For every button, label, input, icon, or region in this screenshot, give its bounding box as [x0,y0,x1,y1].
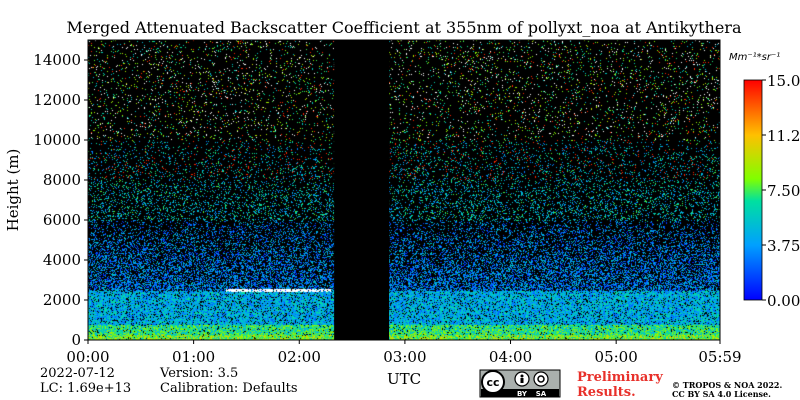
colorbar-gradient [743,79,763,301]
colorbar: Mm⁻¹*sr⁻¹ 0.00 3.75 7.50 11.25 15.00 [729,52,800,310]
x-tick-label: 01:00 [172,348,215,366]
colorbar-unit: Mm⁻¹*sr⁻¹ [729,52,780,63]
y-axis: 0 2000 4000 6000 8000 10000 12000 14000 [33,51,88,349]
cc-license-logo: cc BY SA [479,369,561,398]
copyright-line1: © TROPOS & NOA 2022. [672,380,782,390]
x-axis: 00:00 01:00 02:00 03:00 04:00 05:00 05:59 [66,340,742,366]
plot-area [87,39,721,341]
colorbar-tick-label: 3.75 [767,237,800,255]
no-data-gap [334,40,390,340]
y-tick-label: 8000 [43,171,81,189]
x-axis-label: UTC [387,370,421,388]
y-tick-label: 12000 [33,91,81,109]
x-tick-label: 03:00 [383,348,426,366]
preliminary-line2: Results. [577,385,636,400]
by-text: BY [517,390,528,398]
info-date: 2022-07-12 [40,366,115,381]
x-tick-label: 04:00 [489,348,532,366]
x-tick-label: 00:00 [66,348,109,366]
x-tick-label: 05:00 [595,348,638,366]
plot-frame [87,39,721,341]
info-block: 2022-07-12 LC: 1.69e+13 Version: 3.5 Cal… [40,366,298,396]
colorbar-tick-label: 15.00 [767,72,800,90]
chart-title: Merged Attenuated Backscatter Coefficien… [67,18,742,37]
colorbar-tick-label: 11.25 [767,127,800,145]
backscatter-heatmap [88,40,720,340]
info-calibration: Calibration: Defaults [160,381,298,396]
colorbar-tick-label: 7.50 [767,182,800,200]
info-lc: LC: 1.69e+13 [40,381,131,396]
y-tick-label: 6000 [43,211,81,229]
y-tick-label: 2000 [43,291,81,309]
sa-share-icon [533,371,549,387]
y-axis-label: Height (m) [4,149,22,232]
info-version: Version: 3.5 [159,366,238,381]
colorbar-tick-label: 0.00 [767,292,800,310]
colorbar-ticks: 0.00 3.75 7.50 11.25 15.00 [762,72,800,310]
x-tick-label: 05:59 [698,348,741,366]
y-tick-label: 0 [71,331,81,349]
y-tick-label: 10000 [33,131,81,149]
y-tick-label: 4000 [43,251,81,269]
sa-text: SA [536,390,547,398]
copyright-line2: CC BY SA 4.0 License. [672,389,771,399]
cc-text: cc [486,376,499,389]
y-tick-label: 14000 [33,51,81,69]
x-tick-label: 02:00 [278,348,321,366]
preliminary-line1: Preliminary [577,370,663,385]
cc-icon [481,370,505,394]
